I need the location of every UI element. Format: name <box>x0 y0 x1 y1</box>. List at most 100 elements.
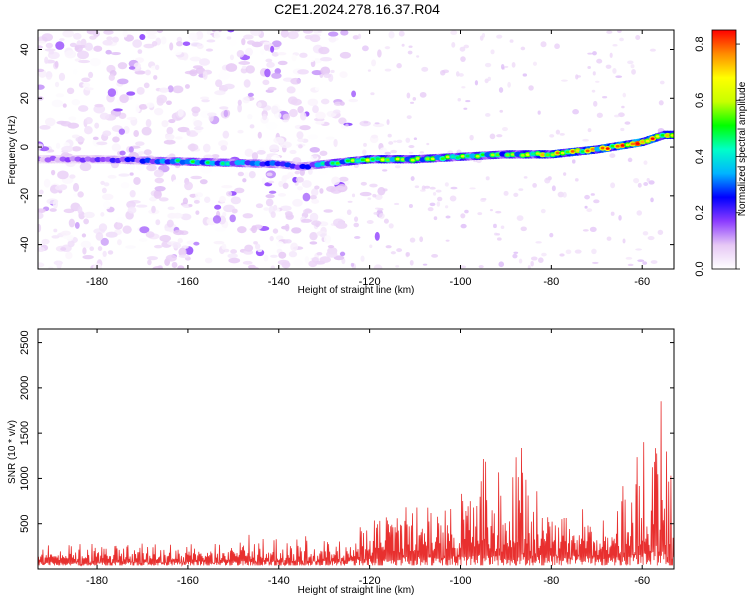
spectrogram-noise-cell <box>55 41 65 50</box>
spectrogram-noise-cell <box>137 49 143 54</box>
spectrogram-noise-cell <box>410 101 415 104</box>
snr-x-tick-label: -180 <box>86 575 108 587</box>
spectrogram-noise-cell <box>193 241 200 246</box>
spectrogram-noise-cell <box>82 82 91 88</box>
spectrogram-noise-cell <box>463 107 468 110</box>
spectrogram-noise-cell <box>198 58 211 66</box>
spectrogram-noise-cell <box>234 187 245 194</box>
spectrogram-noise-cell <box>463 44 470 49</box>
spectrogram-noise-cell <box>96 141 108 146</box>
snr-plot-area <box>38 329 674 569</box>
spectrogram-noise-cell <box>489 209 493 212</box>
spectrogram-noise-cell <box>54 81 60 88</box>
spectrogram-noise-cell <box>161 120 169 128</box>
spectrogram-x-label: Height of straight line (km) <box>298 285 415 296</box>
spectrogram-noise-cell <box>351 193 356 198</box>
spectrogram-y-label: Frequency (Hz) <box>7 116 18 185</box>
spectrogram-noise-cell <box>609 153 616 158</box>
spectrogram-noise-cell <box>38 40 46 45</box>
spectrogram-noise-cell <box>396 63 402 69</box>
spectrogram-ridge-peak <box>350 159 355 162</box>
spectrogram-noise-cell <box>57 170 69 180</box>
spectrogram-noise-cell <box>147 34 157 40</box>
spectrogram-noise-cell <box>520 226 527 232</box>
spectrogram-noise-cell <box>582 229 589 232</box>
spectrogram-noise-cell <box>44 117 56 127</box>
spectrogram-noise-cell <box>371 59 377 67</box>
spectrogram-noise-cell <box>165 254 177 262</box>
spectrogram-noise-cell <box>298 144 303 149</box>
spectrogram-y-tick-label: -40 <box>19 237 31 253</box>
spectrogram-noise-cell <box>606 30 613 34</box>
spectrogram-ridge-peak <box>445 155 450 159</box>
spectrogram-noise-cell <box>172 179 185 185</box>
spectrogram-noise-cell <box>339 51 352 59</box>
spectrogram-noise-cell <box>294 170 300 175</box>
spectrogram-noise-cell <box>374 122 380 125</box>
spectrogram-noise-cell <box>193 120 203 128</box>
spectrogram-noise-cell <box>229 39 237 47</box>
spectrogram-noise-cell <box>71 146 82 152</box>
spectrogram-noise-cell <box>576 75 582 78</box>
spectrogram-noise-cell <box>395 265 400 268</box>
spectrogram-noise-cell <box>132 39 142 48</box>
spectrogram-noise-cell <box>490 49 495 55</box>
spectrogram-noise-cell <box>254 217 262 225</box>
spectrogram-noise-cell <box>613 114 620 118</box>
spectrogram-noise-cell <box>93 45 103 52</box>
spectrogram-noise-cell <box>643 160 648 165</box>
spectrogram-noise-cell <box>361 45 369 52</box>
spectrogram-ridge-peak <box>650 137 655 140</box>
spectrogram-noise-cell <box>595 80 600 83</box>
figure-title: C2E1.2024.278.16.37.R04 <box>274 1 440 17</box>
spectrogram-ridge-peak <box>395 157 400 161</box>
spectrogram-noise-cell <box>619 37 624 42</box>
spectrogram-noise-cell <box>390 251 396 255</box>
spectrogram-ridge-peak <box>175 159 180 162</box>
spectrogram-noise-cell <box>484 78 489 84</box>
spectrogram-noise-cell <box>293 259 304 267</box>
spectrogram-noise-cell <box>435 189 442 193</box>
spectrogram-x-tick-label: -140 <box>268 276 290 288</box>
spectrogram-noise-cell <box>326 250 338 258</box>
spectrogram-noise-cell <box>323 73 332 79</box>
spectrogram-noise-cell <box>297 137 305 143</box>
snr-frame <box>37 328 675 570</box>
spectrogram-noise-cell <box>101 255 107 262</box>
spectrogram-noise-cell <box>167 85 174 93</box>
spectrogram-noise-cell <box>262 79 270 86</box>
spectrogram-noise-cell <box>175 136 183 140</box>
spectrogram-noise-cell <box>522 73 528 77</box>
spectrogram-noise-cell <box>410 176 415 181</box>
spectrogram-x-tick-label: -180 <box>86 276 108 288</box>
spectrogram-noise-cell <box>314 185 320 190</box>
spectrogram-noise-cell <box>296 131 304 139</box>
spectrogram-noise-cell <box>128 146 134 153</box>
spectrogram-ridge-cell <box>209 160 217 166</box>
spectrogram-noise-cell <box>507 81 511 88</box>
spectrogram-noise-cell <box>133 130 139 138</box>
colorbar-tick-label: 0.0 <box>694 261 706 276</box>
spectrogram-noise-cell <box>565 249 572 255</box>
spectrogram-noise-cell <box>248 170 256 179</box>
spectrogram-noise-cell <box>596 58 603 64</box>
spectrogram-noise-cell <box>496 34 503 39</box>
spectrogram-noise-cell <box>273 204 278 211</box>
spectrogram-noise-cell <box>408 145 415 149</box>
spectrogram-ridge-peak <box>600 146 605 150</box>
spectrogram-noise-cell <box>112 36 119 43</box>
spectrogram-noise-cell <box>201 99 210 103</box>
spectrogram-noise-cell <box>445 239 450 242</box>
spectrogram-noise-cell <box>245 65 255 74</box>
spectrogram-noise-cell <box>291 54 297 62</box>
snr-y-label: SNR (10 * v/v) <box>7 420 18 484</box>
spectrogram-ridge-peak <box>190 160 195 163</box>
spectrogram-noise-cell <box>154 177 164 184</box>
spectrogram-noise-cell <box>333 218 345 227</box>
snr-x-tick-label: -80 <box>543 575 559 587</box>
spectrogram-noise-cell <box>237 103 242 113</box>
spectrogram-noise-cell <box>53 228 58 233</box>
spectrogram-noise-cell <box>433 216 438 221</box>
spectrogram-noise-cell <box>107 174 117 179</box>
spectrogram-noise-cell <box>309 195 317 200</box>
